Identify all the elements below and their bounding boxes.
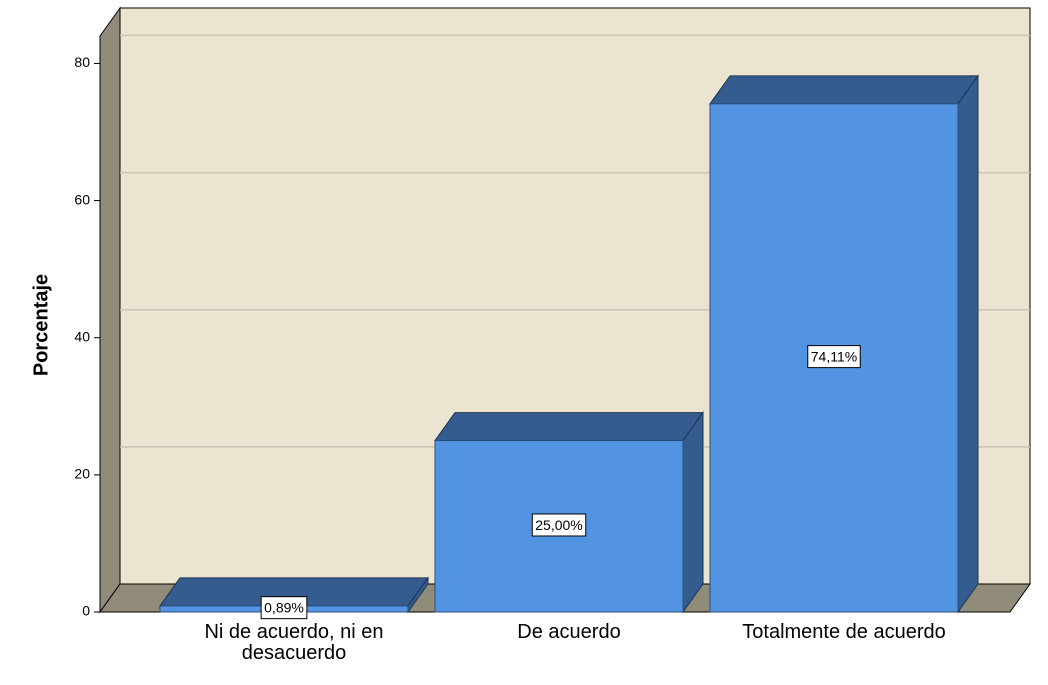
- bar-side: [682, 411, 704, 614]
- value-label: 74,11%: [811, 349, 857, 365]
- x-tick-label: Ni de acuerdo, ni en desacuerdo: [204, 621, 384, 664]
- value-label-box: [260, 596, 308, 620]
- bars: 0,89% 25,00% 74,11%: [159, 74, 979, 620]
- value-label-box: [531, 513, 587, 537]
- y-tick-label: 80: [74, 54, 90, 70]
- y-tick-label: 0: [82, 603, 90, 619]
- y-axis-label: Porcentaje: [30, 274, 52, 376]
- value-label-group: 25,00%: [531, 513, 587, 537]
- left-wall: [99, 6, 121, 614]
- bar-top: [709, 75, 979, 105]
- value-label: 0,89%: [264, 600, 304, 616]
- value-label-group: 74,11%: [807, 345, 861, 369]
- bar-side: [957, 74, 979, 614]
- bar-top: [434, 412, 704, 442]
- y-tick-label: 60: [74, 191, 90, 207]
- x-tick-label: De acuerdo: [517, 621, 621, 643]
- y-tick-label: 20: [74, 466, 90, 482]
- value-label: 25,00%: [535, 517, 582, 533]
- x-tick-label: Totalmente de acuerdo: [742, 621, 946, 643]
- value-label-box: [807, 345, 861, 369]
- value-label-group: 0,89%: [260, 596, 308, 620]
- y-tick-label: 40: [74, 328, 90, 344]
